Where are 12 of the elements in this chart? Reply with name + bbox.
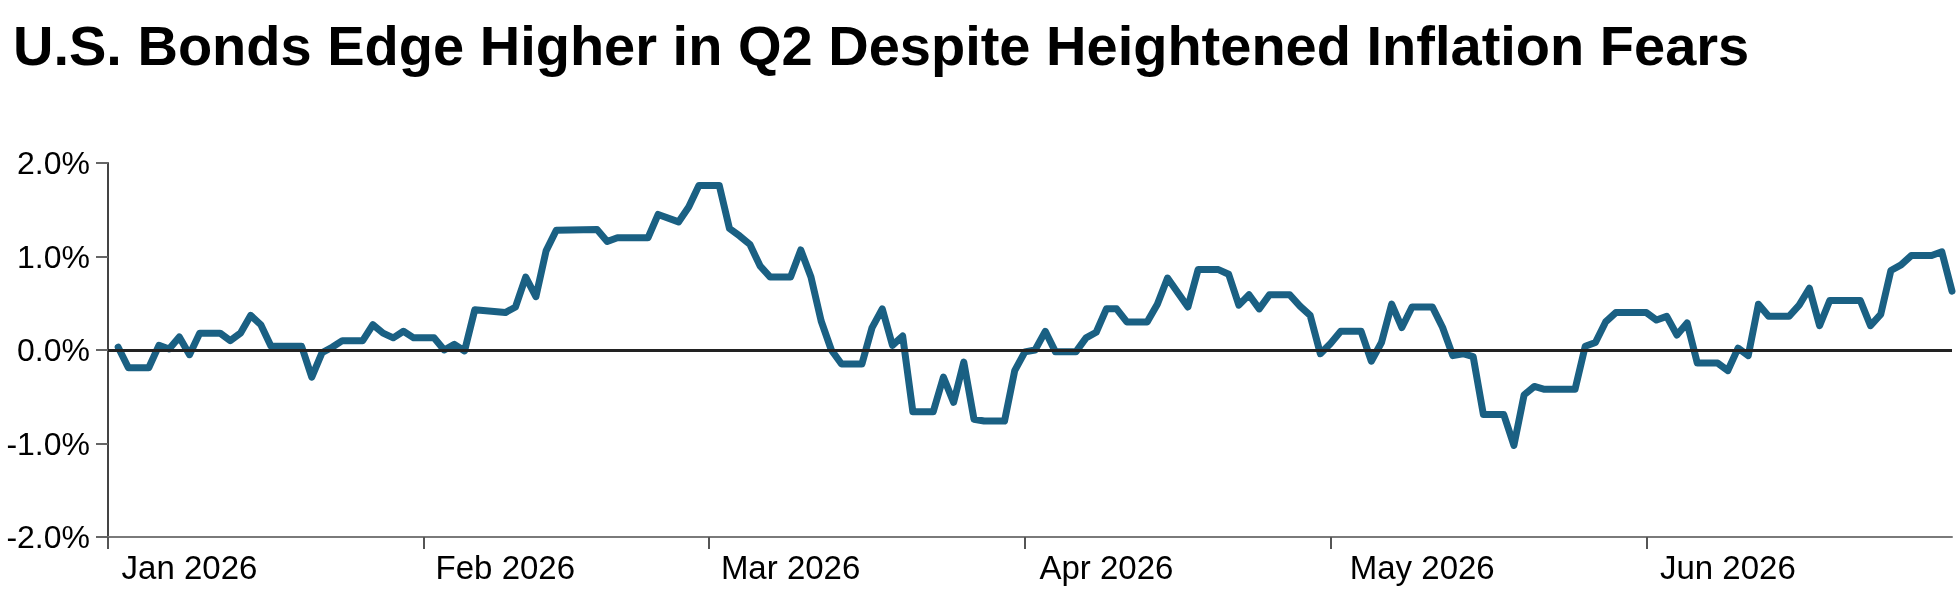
x-tick-label: Jun 2026 (1659, 549, 1796, 586)
x-tick-label: Feb 2026 (435, 549, 576, 586)
y-tick-label: 1.0% (17, 238, 90, 275)
x-tick-label: Mar 2026 (720, 549, 861, 586)
x-tick-label: Jan 2026 (121, 549, 258, 586)
y-tick-label: 2.0% (17, 145, 90, 181)
y-tick-label: -1.0% (6, 425, 90, 462)
x-tick-label: Apr 2026 (1039, 549, 1174, 586)
y-tick-label: -2.0% (6, 519, 90, 555)
chart-title: U.S. Bonds Edge Higher in Q2 Despite Heightened Inflation Fears (13, 13, 1750, 77)
y-tick-label: 0.0% (17, 332, 90, 368)
x-tick-label: May 2026 (1349, 549, 1495, 586)
